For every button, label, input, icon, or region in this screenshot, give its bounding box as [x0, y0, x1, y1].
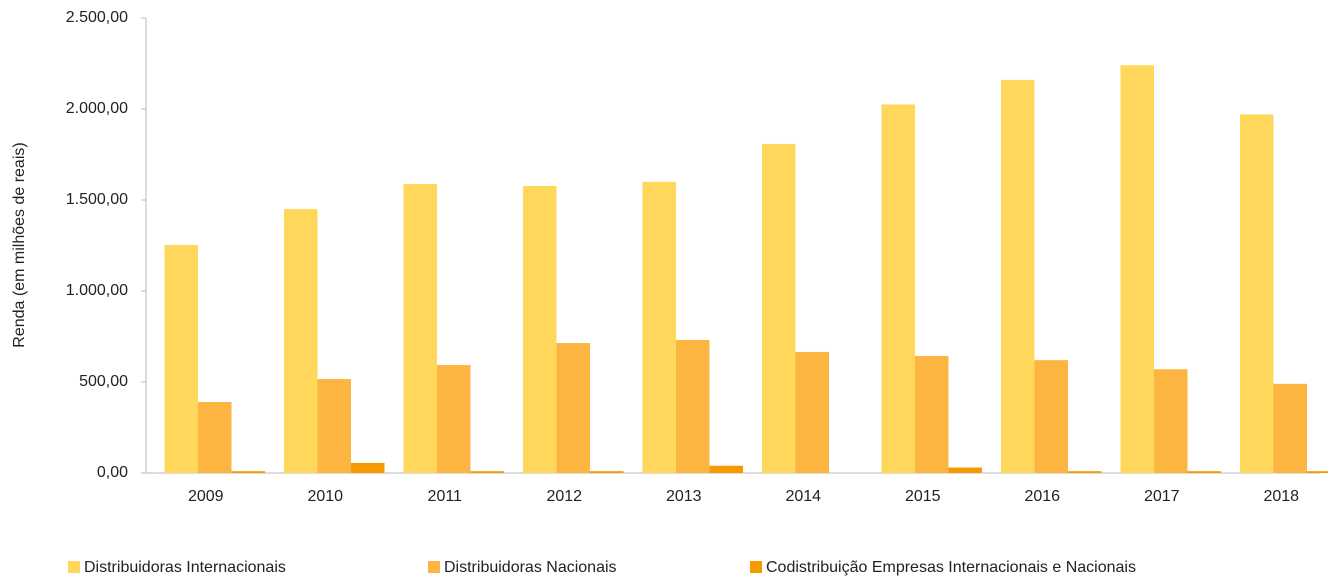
- bar: [1154, 369, 1188, 473]
- bar: [1120, 65, 1154, 473]
- legend-swatch: [68, 561, 80, 573]
- legend-label: Codistribuição Empresas Internacionais e…: [766, 559, 1136, 576]
- bar: [676, 339, 710, 473]
- y-tick-label: 1.000,00: [66, 282, 128, 299]
- bar: [709, 465, 743, 473]
- x-tick-label: 2010: [307, 488, 343, 505]
- y-tick-label: 2.500,00: [66, 9, 128, 26]
- bar: [523, 185, 557, 473]
- bar: [317, 379, 351, 473]
- x-tick-label: 2015: [905, 488, 941, 505]
- legend-swatch: [428, 561, 440, 573]
- bar: [1034, 360, 1068, 473]
- x-tick-label: 2014: [785, 488, 821, 505]
- x-tick-label: 2012: [546, 488, 582, 505]
- bar: [795, 351, 829, 473]
- x-tick-label: 2011: [428, 488, 463, 505]
- x-tick-label: 2013: [666, 488, 702, 505]
- bar: [403, 183, 437, 473]
- legend-label: Distribuidoras Internacionais: [84, 559, 286, 576]
- legend-swatch: [750, 561, 762, 573]
- bar: [1068, 471, 1102, 473]
- bar: [198, 402, 232, 473]
- y-tick-label: 500,00: [79, 373, 128, 390]
- bar: [1307, 471, 1328, 473]
- bar: [642, 181, 676, 474]
- bar: [164, 244, 198, 473]
- bar: [1001, 79, 1035, 473]
- y-tick-label: 0,00: [97, 464, 128, 481]
- bar: [1240, 114, 1274, 474]
- bar: [556, 343, 590, 473]
- bar: [762, 143, 796, 473]
- bar: [437, 365, 471, 473]
- bar: [590, 471, 624, 473]
- y-tick-label: 2.000,00: [66, 100, 128, 117]
- bar: [351, 462, 385, 473]
- bar: [470, 471, 504, 473]
- x-tick-label: 2009: [188, 488, 224, 505]
- x-tick-label: 2018: [1263, 488, 1299, 505]
- y-axis-label: Renda (em milhões de reais): [11, 142, 28, 347]
- bar: [915, 355, 949, 473]
- bar: [231, 471, 265, 473]
- x-tick-label: 2017: [1144, 488, 1180, 505]
- bar: [284, 209, 318, 473]
- bar: [948, 467, 982, 473]
- legend-label: Distribuidoras Nacionais: [444, 559, 617, 576]
- bar: [881, 104, 915, 473]
- y-tick-label: 1.500,00: [66, 191, 128, 208]
- bar: [1187, 471, 1221, 473]
- x-tick-label: 2016: [1024, 488, 1060, 505]
- bar: [1273, 383, 1307, 473]
